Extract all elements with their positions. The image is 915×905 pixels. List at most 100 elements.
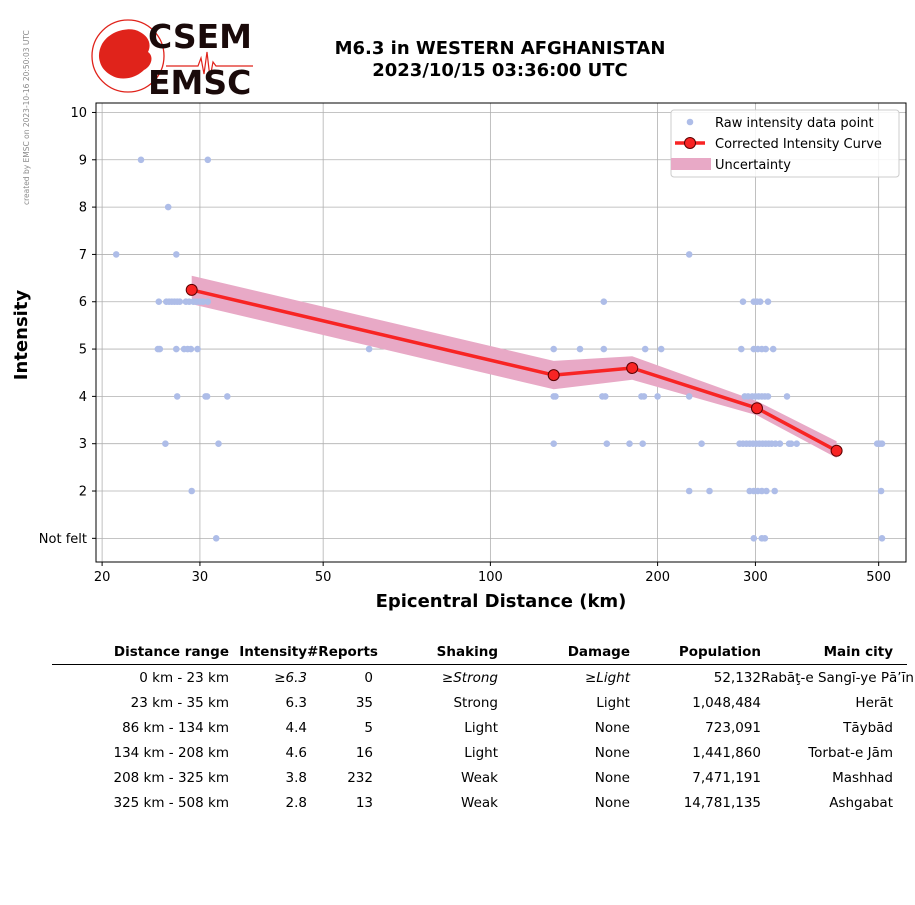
raw-data-point — [187, 345, 195, 353]
y-tick-label: 3 — [79, 437, 87, 452]
intensity-chart: 20 30 50 100 200 300 500 Not felt 2 3 4 5 6 7 8 9 10 Ep… — [11, 102, 907, 612]
raw-data-point — [603, 440, 611, 448]
table-row: 134 km - 208 km 4.6 16 Light None 1,441,… — [52, 740, 907, 765]
cell-shaking: ≥Strong — [441, 669, 498, 686]
raw-data-point — [173, 393, 181, 400]
cell-city: Ashgabat — [829, 794, 893, 811]
y-tick-label: 8 — [79, 201, 87, 216]
raw-data-point — [654, 393, 661, 400]
plot-frame — [95, 102, 907, 563]
cell-damage: Light — [596, 694, 630, 711]
raw-data-point — [224, 393, 231, 400]
legend: Raw intensity data point Corrected Inten… — [670, 109, 900, 178]
cell-damage: None — [594, 794, 630, 811]
y-axis-label: Intensity — [11, 290, 32, 381]
raw-data-point — [199, 298, 207, 306]
cell-reports: 5 — [364, 719, 373, 736]
curve-point — [751, 402, 763, 415]
cell-reports: 35 — [355, 694, 373, 711]
raw-data-point — [164, 203, 172, 211]
raw-data-point — [194, 345, 201, 353]
raw-data-point — [156, 345, 164, 353]
cell-damage: ≥Light — [584, 669, 630, 686]
cell-city: Rabāţ-e Sangī-ye Pā’īn — [761, 669, 914, 686]
cell-range: 134 km - 208 km — [113, 744, 229, 761]
raw-data-point — [685, 487, 693, 495]
raw-data-point — [685, 393, 693, 400]
table-row: 325 km - 508 km 2.8 13 Weak None 14,781,… — [52, 790, 907, 815]
header-damage: Damage — [567, 644, 630, 660]
raw-data-point — [188, 487, 195, 495]
x-tick-label: 30 — [192, 570, 209, 585]
cell-range: 208 km - 325 km — [113, 769, 229, 786]
raw-data-point — [756, 298, 764, 306]
cell-population: 14,781,135 — [683, 794, 761, 811]
raw-data-point — [626, 440, 633, 448]
raw-data-point — [600, 345, 608, 353]
raw-data-point — [215, 440, 222, 448]
header-population: Population — [678, 644, 761, 660]
table-row: 23 km - 35 km 6.3 35 Strong Light 1,048,… — [52, 690, 907, 715]
raw-data-point — [602, 393, 609, 400]
raw-data-point — [203, 393, 211, 400]
cell-population: 7,471,191 — [692, 769, 761, 786]
cell-range: 23 km - 35 km — [130, 694, 229, 711]
table-header: Distance range Intensity #Reports Shakin… — [52, 640, 907, 665]
raw-data-point — [706, 487, 713, 495]
raw-data-point — [576, 345, 584, 353]
cell-reports: 16 — [355, 744, 373, 761]
y-tick-label: 6 — [79, 295, 87, 310]
cell-range: 325 km - 508 km — [113, 794, 229, 811]
cell-intensity: 2.8 — [285, 794, 307, 811]
table-row: 208 km - 325 km 3.8 232 Weak None 7,471,… — [52, 765, 907, 790]
cell-range: 86 km - 134 km — [122, 719, 229, 736]
raw-data-point — [764, 298, 772, 306]
cell-reports: 0 — [364, 669, 373, 686]
x-tick-label: 50 — [315, 570, 332, 585]
cell-shaking: Weak — [461, 794, 498, 811]
x-axis-label: Epicentral Distance (km) — [376, 591, 627, 612]
y-tick-label: 10 — [70, 106, 87, 121]
cell-population: 52,132 — [713, 669, 761, 686]
cell-intensity: 4.4 — [285, 719, 307, 736]
header-reports: #Reports — [307, 644, 378, 660]
cell-city: Tāybād — [843, 719, 893, 736]
y-tick-label: 2 — [79, 485, 87, 500]
raw-data-point — [738, 345, 745, 353]
raw-data-point — [783, 393, 791, 400]
raw-data-point — [204, 156, 212, 164]
cell-damage: None — [594, 719, 630, 736]
raw-data-point — [155, 298, 163, 306]
logo-europe-shape — [98, 29, 152, 79]
raw-data-point — [877, 487, 885, 495]
raw-data-point — [793, 440, 800, 448]
y-tick-label: 4 — [79, 390, 87, 405]
table-row: 0 km - 23 km ≥6.3 0 ≥Strong ≥Light 52,13… — [52, 665, 914, 690]
logo-text-csem: CSEM — [148, 17, 252, 56]
raw-data-point — [640, 393, 648, 400]
logo-text-emsc: EMSC — [148, 63, 251, 100]
raw-data-point — [162, 440, 169, 448]
raw-data-point — [550, 440, 557, 448]
raw-data-point — [685, 251, 693, 258]
logo-globe — [91, 19, 165, 93]
cell-shaking: Weak — [461, 769, 498, 786]
x-tick-label: 200 — [645, 570, 670, 585]
curve-point — [185, 283, 198, 296]
cell-range: 0 km - 23 km — [139, 669, 229, 686]
legend-curve-marker — [684, 137, 696, 149]
raw-data-point — [878, 535, 886, 542]
table-row: 86 km - 134 km 4.4 5 Light None 723,091 … — [52, 715, 907, 740]
cell-shaking: Light — [464, 719, 498, 736]
raw-data-point — [787, 440, 795, 448]
raw-data-point — [769, 345, 777, 353]
y-tick-label: 9 — [79, 153, 87, 168]
legend-box — [670, 109, 900, 178]
x-tick-label: 20 — [94, 570, 111, 585]
cell-population: 723,091 — [705, 719, 761, 736]
logo-wave — [166, 51, 253, 79]
raw-data-point — [641, 345, 649, 353]
y-tick-label: 5 — [79, 343, 87, 358]
cell-city: Mashhad — [832, 769, 893, 786]
cell-reports: 232 — [347, 769, 373, 786]
